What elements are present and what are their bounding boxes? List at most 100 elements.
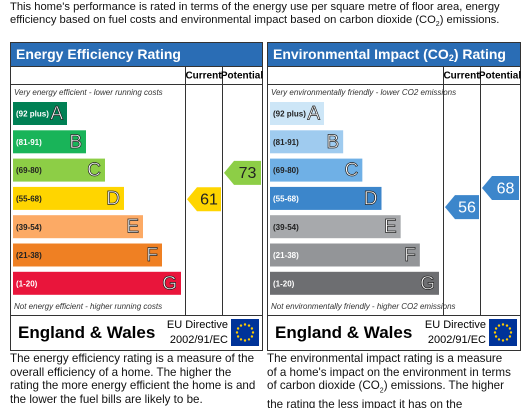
eu-star [236, 335, 240, 338]
eu-star [501, 339, 505, 342]
band-letter: F [146, 245, 158, 266]
title-bar [11, 43, 262, 66]
rating-band [13, 130, 86, 154]
region: England & Wales [275, 323, 412, 342]
subscript: 2 [435, 20, 440, 28]
text-segment: This home's performance is rated in term… [10, 1, 500, 26]
panel-border [10, 42, 263, 351]
band-range: (39-54) [273, 223, 299, 232]
eu-star [508, 335, 512, 338]
eu-star [247, 338, 251, 341]
eu-star [497, 338, 501, 341]
eu-star [239, 324, 243, 327]
eu-star [494, 327, 498, 330]
directive: EU Directive [167, 319, 228, 331]
intro-text: This home's performance is rated in term… [10, 1, 515, 31]
rating-arrow [224, 160, 261, 185]
rating-value: 73 [239, 165, 257, 182]
eu-star [509, 331, 513, 334]
eu-star [505, 324, 509, 327]
rating-arrow [445, 195, 479, 220]
top-note: Very environmentally friendly - lower CO… [271, 88, 456, 97]
description: The energy efficiency rating is a measur… [10, 352, 256, 406]
eu-star [250, 327, 254, 330]
band-letter: D [106, 188, 120, 209]
text-segment: The environmental impact rating is a mea… [267, 352, 511, 392]
column-header: Current [443, 71, 480, 82]
band-range: (21-38) [16, 251, 42, 260]
panel-title: Environmental Impact (CO2) Rating [273, 46, 506, 64]
rating-band [13, 158, 105, 182]
column-header: Potential [479, 71, 521, 82]
eu-star [250, 335, 254, 338]
rating-value: 56 [458, 199, 476, 216]
band-range: (69-80) [16, 166, 42, 175]
band-range: (81-91) [273, 138, 299, 147]
rating-band [13, 243, 162, 267]
column-header: Current [185, 71, 222, 82]
eu-star [497, 324, 501, 327]
description: The environmental impact rating is a mea… [267, 352, 514, 408]
band-letter: B [69, 132, 82, 153]
eu-star [251, 331, 255, 334]
band-range: (21-38) [273, 251, 299, 260]
eu-star [505, 338, 509, 341]
rating-arrow [187, 187, 221, 212]
subscript: 2 [449, 53, 454, 63]
eu-star [508, 327, 512, 330]
rating-band [13, 215, 143, 239]
subscript: 2 [379, 387, 384, 395]
band-range: (39-54) [16, 223, 42, 232]
text-segment: The energy efficiency rating is a measur… [10, 352, 256, 406]
rating-band [13, 271, 181, 295]
title-bar [268, 43, 520, 66]
band-range: (55-68) [16, 195, 42, 204]
directive: 2002/91/EC [170, 334, 228, 346]
band-letter: C [345, 160, 359, 181]
band-letter: E [384, 217, 397, 238]
eu-star [247, 324, 251, 327]
rating-band [13, 186, 124, 210]
rating-band [270, 271, 439, 295]
bottom-note: Not energy efficient - higher running co… [14, 302, 162, 311]
band-letter: E [126, 217, 139, 238]
rating-arrow [482, 176, 519, 201]
band-range: (55-68) [273, 195, 299, 204]
band-letter: F [404, 245, 416, 266]
eu-star [239, 338, 243, 341]
band-range: (1-20) [16, 279, 38, 288]
eu-flag [489, 319, 517, 346]
rating-band [270, 243, 420, 267]
band-letter: D [364, 188, 378, 209]
rating-band [270, 215, 401, 239]
directive: EU Directive [425, 319, 486, 331]
rating-value: 61 [200, 191, 218, 208]
eu-flag [231, 319, 259, 346]
band-letter: B [326, 132, 339, 153]
bottom-note: Not environmentally friendly - higher CO… [271, 302, 456, 311]
band-range: (81-91) [16, 138, 42, 147]
eu-star [243, 339, 247, 342]
band-range: (92 plus) [16, 110, 49, 119]
eu-star [494, 335, 498, 338]
top-note: Very energy efficient - lower running co… [14, 88, 163, 97]
region: England & Wales [18, 323, 155, 342]
text-segment: ) Rating [454, 46, 506, 62]
band-letter: G [162, 273, 177, 294]
band-letter: G [420, 273, 435, 294]
directive: 2002/91/EC [428, 334, 486, 346]
rating-band [270, 130, 344, 154]
band-range: (92 plus) [273, 110, 306, 119]
text-segment: Energy Efficiency Rating [16, 46, 181, 62]
band-range: (1-20) [273, 279, 295, 288]
eu-star [235, 331, 239, 334]
panel-border [267, 42, 521, 351]
rating-band [270, 102, 324, 125]
band-letter: A [50, 104, 63, 125]
panel-title: Energy Efficiency Rating [16, 46, 181, 62]
rating-band [13, 102, 67, 125]
rating-band [270, 186, 382, 210]
eu-star [243, 323, 247, 326]
